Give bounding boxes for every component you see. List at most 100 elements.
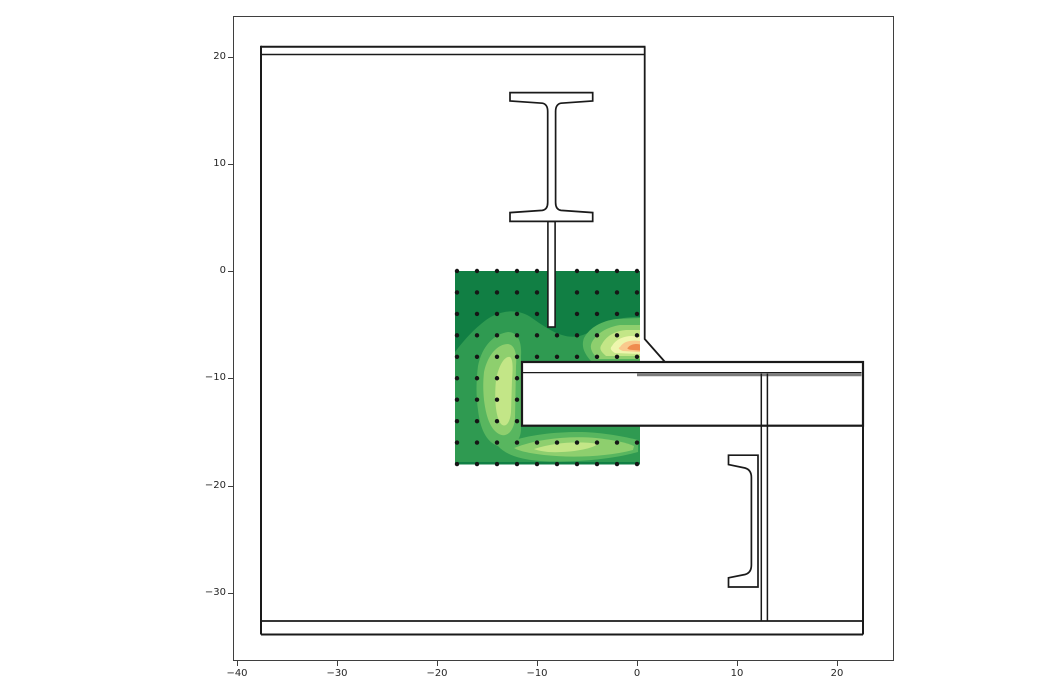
- sample-point-dot: [534, 268, 540, 274]
- sample-point-dot: [494, 311, 500, 317]
- column-plate-lines: [760, 373, 769, 621]
- y-tick-mark: [228, 378, 233, 380]
- sample-point-dot: [614, 354, 620, 359]
- contour-band-4-left: [495, 356, 513, 426]
- x-tick-label: 20: [830, 668, 844, 679]
- beam-rectangle: [520, 360, 865, 427]
- sample-point-dot: [574, 354, 580, 359]
- sample-point-dot: [614, 461, 620, 467]
- sample-point-dot: [574, 290, 580, 295]
- sample-point-dot: [474, 418, 480, 424]
- sample-point-dot: [474, 397, 480, 402]
- sample-point-dot: [534, 461, 540, 467]
- y-tick-label: 20: [213, 50, 226, 62]
- sample-point-dot: [634, 268, 640, 274]
- x-tick-mark: [437, 661, 439, 666]
- y-tick-mark: [228, 485, 233, 487]
- sample-point-dot: [494, 268, 500, 274]
- sample-point-grid: [454, 268, 640, 467]
- sample-point-dot: [534, 440, 540, 445]
- channel-section: [727, 454, 759, 588]
- y-tick-mark: [228, 271, 233, 273]
- sample-point-dot: [454, 418, 460, 424]
- sample-point-dot: [494, 440, 500, 445]
- sample-point-dot: [614, 311, 620, 317]
- sample-point-dot: [574, 333, 580, 338]
- x-tick-label: −20: [426, 668, 448, 679]
- sample-point-dot: [574, 440, 580, 445]
- outline-right-upper-line: [643, 46, 666, 363]
- sample-point-dot: [634, 290, 640, 295]
- sample-point-dot: [474, 333, 480, 338]
- sample-point-dot: [514, 418, 520, 424]
- sample-point-dot: [554, 461, 560, 467]
- sample-point-dot: [574, 311, 580, 317]
- sample-point-dot: [514, 461, 520, 467]
- contour-band-4-bottom: [534, 442, 598, 453]
- sample-point-dot: [494, 397, 500, 402]
- sample-point-dot: [514, 440, 520, 445]
- x-tick-mark: [837, 661, 839, 666]
- sample-point-dot: [474, 376, 480, 381]
- sample-point-dot: [474, 290, 480, 295]
- sample-point-dot: [454, 290, 460, 295]
- x-tick-mark: [537, 661, 539, 666]
- sample-point-dot: [634, 333, 640, 338]
- sample-point-dot: [514, 333, 520, 338]
- sample-point-dot: [494, 376, 500, 381]
- sample-point-dot: [594, 461, 600, 467]
- sample-point-dot: [634, 311, 640, 317]
- sample-point-dot: [474, 268, 480, 274]
- y-tick-label: −20: [204, 479, 226, 491]
- sample-point-dot: [514, 311, 520, 317]
- sample-point-dot: [454, 440, 460, 445]
- sample-point-dot: [494, 290, 500, 295]
- sample-point-dot: [614, 268, 620, 274]
- sample-point-dot: [454, 376, 460, 381]
- sample-point-dot: [594, 268, 600, 274]
- y-tick-mark: [228, 163, 233, 165]
- sample-point-dot: [614, 440, 620, 445]
- sample-point-dot: [594, 311, 600, 317]
- sample-point-dot: [514, 376, 520, 381]
- x-tick-mark: [237, 661, 239, 666]
- x-tick-label: −10: [526, 668, 548, 679]
- web-stub-plate: [547, 220, 556, 328]
- x-tick-label: 10: [730, 668, 744, 679]
- sample-point-dot: [594, 440, 600, 445]
- sample-point-dot: [614, 290, 620, 295]
- x-tick-label: −30: [326, 668, 348, 679]
- y-tick-label: 0: [219, 265, 226, 276]
- sample-point-dot: [494, 333, 500, 338]
- sample-point-dot: [614, 333, 620, 338]
- sample-point-dot: [474, 311, 480, 317]
- sample-point-dot: [514, 268, 520, 274]
- sample-point-dot: [454, 333, 460, 338]
- x-tick-label: −40: [226, 668, 248, 679]
- sample-point-dot: [494, 418, 500, 424]
- sample-point-dot: [554, 354, 560, 359]
- sample-point-dot: [514, 354, 520, 359]
- sample-point-dot: [454, 311, 460, 317]
- sample-point-dot: [494, 461, 500, 467]
- sample-point-dot: [474, 461, 480, 467]
- sample-point-dot: [494, 354, 500, 359]
- sample-point-dot: [634, 440, 640, 445]
- sample-point-dot: [534, 311, 540, 317]
- sample-point-dot: [474, 354, 480, 359]
- sample-point-dot: [454, 461, 460, 467]
- sample-point-dot: [474, 440, 480, 445]
- sample-point-dot: [594, 290, 600, 295]
- sample-point-dot: [454, 354, 460, 359]
- concrete-outline: [260, 45, 864, 636]
- x-tick-label: 0: [633, 668, 641, 679]
- y-tick-mark: [228, 592, 233, 594]
- y-tick-label: 10: [213, 157, 226, 169]
- contour-band-7-hotspot: [627, 344, 640, 351]
- sample-point-dot: [454, 397, 460, 402]
- sample-point-dot: [554, 440, 560, 445]
- sample-point-dot: [534, 333, 540, 338]
- column-i-beam-section: [509, 91, 594, 223]
